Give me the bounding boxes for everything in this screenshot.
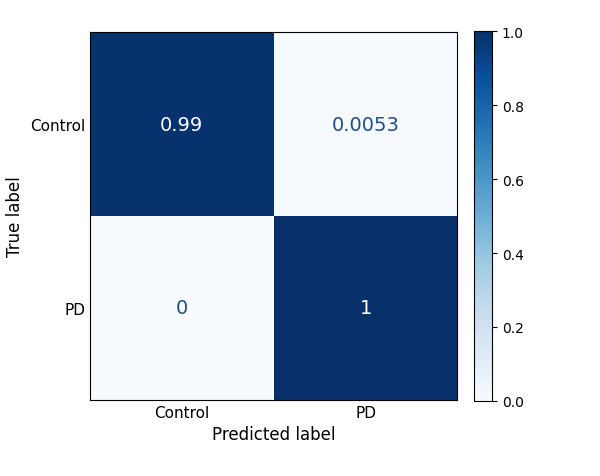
- Y-axis label: True label: True label: [7, 176, 25, 257]
- Text: 1: 1: [359, 299, 372, 317]
- Text: 0: 0: [176, 299, 188, 317]
- Text: 0.0053: 0.0053: [332, 116, 400, 134]
- X-axis label: Predicted label: Predicted label: [212, 425, 335, 443]
- Text: 0.99: 0.99: [160, 116, 203, 134]
